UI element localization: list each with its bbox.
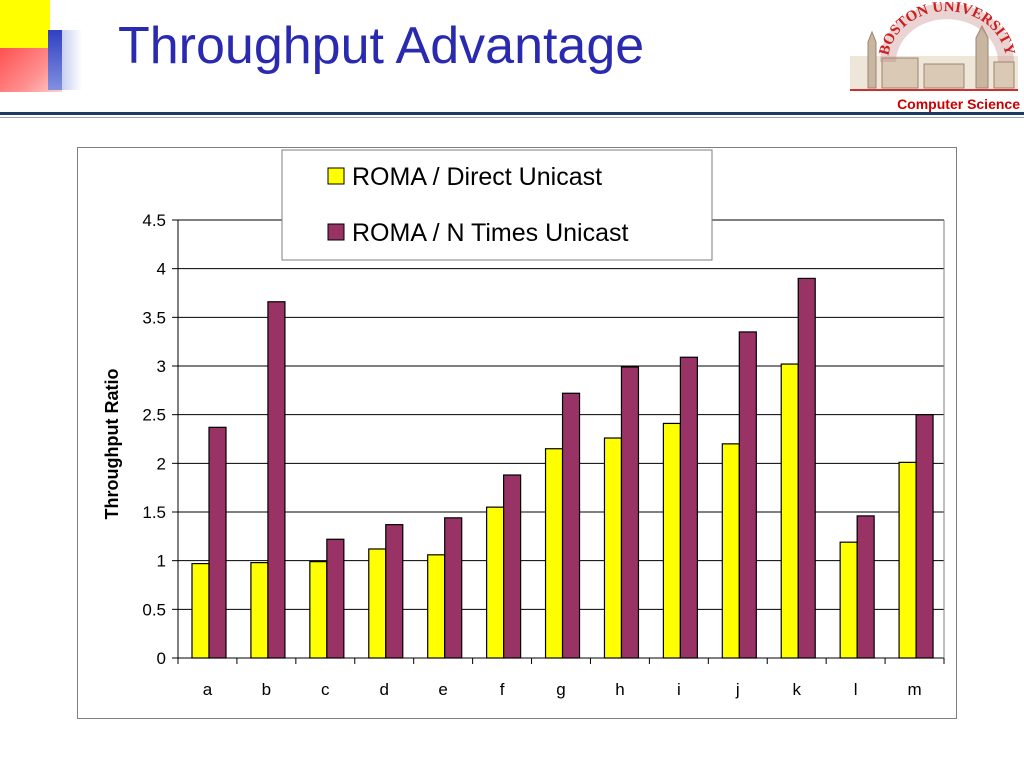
x-tick-label-e: e xyxy=(438,680,447,699)
bar-h-ntimes xyxy=(620,366,640,659)
y-tick-label: 2.5 xyxy=(142,406,166,425)
bar-chart: 0 0.5 1 1.5 2 2.5 3 3.5 4 4.5 a b c d e f g h i j k l m Throug… xyxy=(102,149,945,699)
y-tick-label: 2 xyxy=(157,454,166,473)
y-axis-label: Throughput Ratio xyxy=(102,369,122,520)
y-tick-label: 3.5 xyxy=(142,308,166,327)
x-tick-label-k: k xyxy=(792,680,801,699)
bar-l-direct xyxy=(839,541,858,659)
y-tick-label: 4.5 xyxy=(142,211,166,230)
header-divider-thin xyxy=(0,117,1024,118)
bar-a-direct xyxy=(191,562,210,659)
page-title: Throughput Advantage xyxy=(118,17,645,75)
x-tick-label-f: f xyxy=(500,680,505,699)
x-tick-label-b: b xyxy=(262,680,271,699)
decor-fade-bar xyxy=(62,30,82,90)
bar-m-direct xyxy=(898,461,917,659)
y-tick-label: 3 xyxy=(157,357,166,376)
bar-k-ntimes xyxy=(797,277,816,659)
x-tick-label-j: j xyxy=(735,680,740,699)
x-tick-label-g: g xyxy=(556,680,565,699)
x-tick-label-l: l xyxy=(854,680,858,699)
header-divider xyxy=(0,112,1024,115)
bar-l-ntimes xyxy=(856,515,875,659)
bar-k-direct xyxy=(780,363,799,659)
legend-label-direct: ROMA / Direct Unicast xyxy=(352,163,602,191)
bars xyxy=(191,277,934,659)
bar-j-direct xyxy=(721,443,740,659)
bar-m-ntimes xyxy=(915,414,934,659)
x-tick-label-c: c xyxy=(321,680,330,699)
bar-e-direct xyxy=(427,554,446,659)
legend-label-ntimes: ROMA / N Times Unicast xyxy=(352,219,628,247)
x-tick-label-a: a xyxy=(203,680,213,699)
y-tick-label: 1.5 xyxy=(142,503,166,522)
x-tick-label-h: h xyxy=(615,680,624,699)
bar-i-direct xyxy=(662,422,681,659)
legend-box xyxy=(281,149,713,261)
chart-frame: 0 0.5 1 1.5 2 2.5 3 3.5 4 4.5 a b c d e f g h i j k l m Throug… xyxy=(77,147,957,719)
y-tick-label: 0 xyxy=(157,649,166,668)
bar-f-ntimes xyxy=(503,474,522,659)
bar-f-direct xyxy=(486,506,505,659)
axes: 0 0.5 1 1.5 2 2.5 3 3.5 4 4.5 a b c d e f g h i j k l m xyxy=(142,211,945,699)
bar-a-ntimes xyxy=(208,426,227,659)
bar-g-ntimes xyxy=(561,392,581,659)
bar-c-ntimes xyxy=(326,538,345,659)
bar-b-ntimes xyxy=(267,301,286,659)
legend-swatch-ntimes xyxy=(327,223,345,241)
bar-h-direct xyxy=(603,437,623,659)
bar-e-ntimes xyxy=(444,517,463,659)
bar-g-direct xyxy=(544,448,564,659)
bar-b-direct xyxy=(250,562,269,659)
y-tick-label: 4 xyxy=(157,260,166,279)
legend-swatch-direct xyxy=(327,167,345,185)
bar-c-direct xyxy=(309,561,328,659)
x-tick-label-m: m xyxy=(907,680,921,699)
y-tick-label: 0.5 xyxy=(142,600,166,619)
decor-yellow-square xyxy=(0,0,50,50)
bar-j-ntimes xyxy=(738,331,757,659)
bar-d-ntimes xyxy=(385,524,404,659)
logo-caption: Computer Science xyxy=(897,96,1020,112)
x-tick-label-i: i xyxy=(677,680,681,699)
bar-d-direct xyxy=(368,548,387,659)
bar-i-ntimes xyxy=(679,356,698,659)
y-tick-label: 1 xyxy=(157,552,166,571)
university-logo: BOSTON UNIVERSITY xyxy=(850,2,1018,91)
x-tick-label-d: d xyxy=(379,680,388,699)
legend: ROMA / Direct Unicast ROMA / N Times Uni… xyxy=(281,149,713,261)
decor-blue-bar xyxy=(48,30,64,90)
